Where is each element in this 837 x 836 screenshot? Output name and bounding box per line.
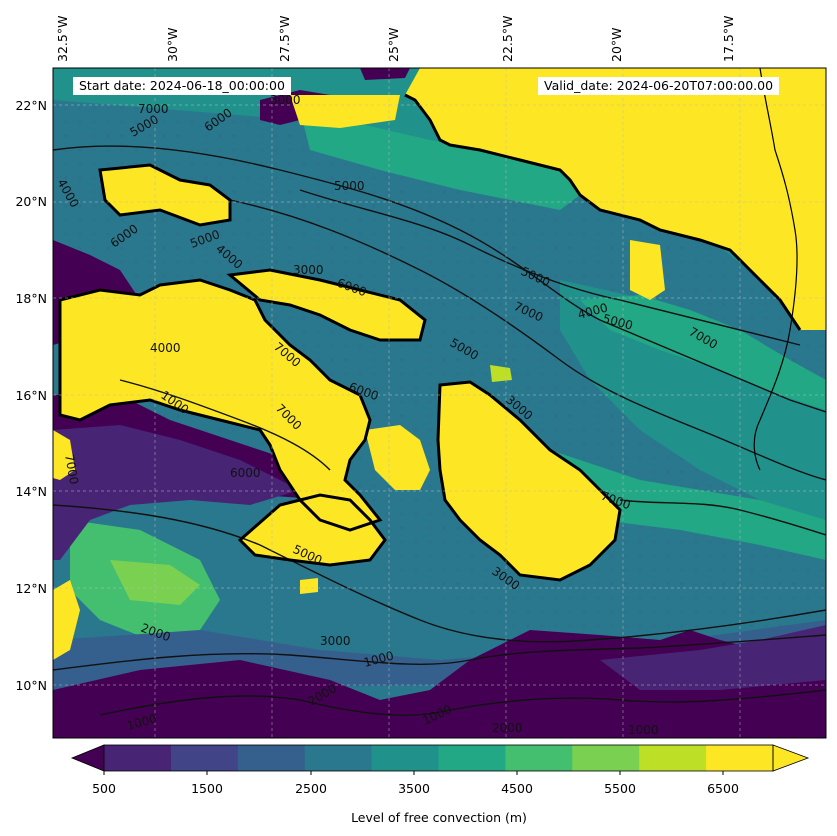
contour-label: 2000 — [492, 721, 523, 735]
colorbar-swatch — [104, 745, 172, 771]
field-low-top — [360, 68, 410, 80]
colorbar-swatches — [104, 745, 774, 771]
lat-label: 10°N — [15, 678, 47, 693]
lon-label: 20°W — [609, 27, 624, 62]
colorbar-tick-label: 6500 — [707, 781, 739, 796]
colorbar-extend-high — [772, 744, 810, 772]
contour-line — [229, 199, 826, 481]
contour-label: 3000 — [320, 634, 351, 648]
colorbar-tick-label: 1500 — [191, 781, 223, 796]
longitude-labels: 32.5°W 30°W 27.5°W 25°W 22.5°W 20°W 17.5… — [55, 16, 736, 62]
field-high-far-west — [53, 430, 75, 480]
colorbar-ticks — [103, 771, 724, 775]
contour-label: 3000 — [270, 93, 301, 107]
colorbar-swatch — [304, 745, 373, 771]
colorbar-swatch — [639, 745, 707, 771]
field-band-green-upper — [300, 110, 600, 210]
colorbar-frame — [103, 744, 774, 772]
lat-label: 16°N — [15, 388, 47, 403]
colorbar-tick-labels: 500 1500 2500 3500 4500 5500 6500 — [92, 781, 739, 796]
field-band-lime-sw — [110, 560, 200, 605]
contour-line — [119, 379, 331, 471]
field-high-center — [438, 382, 620, 580]
lat-label: 12°N — [15, 581, 47, 596]
field-high-speck-2 — [300, 578, 318, 594]
contour-line — [99, 689, 826, 716]
field-high-northwest — [100, 165, 230, 225]
boundary-west — [58, 278, 383, 532]
field-band-east-green2 — [520, 440, 826, 560]
lat-label: 18°N — [15, 291, 47, 306]
field-high-west — [60, 280, 380, 530]
contour-label: 3000 — [293, 263, 324, 277]
colorbar-tick-label: 4500 — [501, 781, 533, 796]
contour-label: 7000 — [62, 453, 81, 486]
colorbar-swatch — [371, 745, 439, 771]
field-band-east-green — [580, 295, 826, 410]
lon-label: 25°W — [386, 27, 401, 62]
latitude-labels: 22°N 20°N 18°N 16°N 14°N 12°N 10°N — [15, 98, 47, 693]
colorbar-tick-label: 2500 — [295, 781, 327, 796]
contour-line — [53, 634, 826, 671]
contour-line — [299, 189, 801, 346]
contour-line — [619, 499, 826, 536]
field-high-speck-1 — [490, 365, 512, 382]
colorbar-swatch — [237, 745, 306, 771]
boundary-northwest — [98, 163, 232, 227]
contour-label: 6000 — [230, 466, 261, 480]
field-high-mid-north — [230, 270, 425, 340]
field-high-north-strip — [290, 95, 400, 128]
contour-label: 1000 — [628, 723, 659, 737]
valid-date-label: Valid_date: 2024-06-20T07:00:00.00 — [538, 77, 780, 95]
lat-label: 14°N — [15, 484, 47, 499]
colorbar: 500 1500 2500 3500 4500 5500 6500 Level … — [70, 744, 810, 825]
contour-line — [53, 504, 826, 643]
colorbar-tick-label: 5500 — [604, 781, 636, 796]
colorbar-swatch — [706, 745, 774, 771]
colorbar-swatch — [572, 745, 640, 771]
coastline — [753, 68, 798, 471]
boundary-south-center — [237, 493, 387, 567]
field-high-northeast — [405, 68, 826, 330]
lon-label: 32.5°W — [55, 16, 70, 62]
graticule — [53, 68, 826, 738]
colorbar-label: Level of free convection (m) — [351, 810, 527, 825]
lon-label: 22.5°W — [500, 16, 515, 62]
map-plot-area: 7000 5000 3000 6000 4000 6000 5000 5000 … — [53, 68, 826, 738]
colorbar-tick-label: 500 — [92, 781, 116, 796]
high-boundaries — [58, 93, 802, 582]
field-low-west-band — [53, 425, 300, 560]
field-high-east-small — [630, 240, 665, 300]
colorbar-tick-label: 3500 — [398, 781, 430, 796]
contour-label: 7000 — [138, 102, 169, 116]
lat-label: 20°N — [15, 194, 47, 209]
field-low-southeast — [600, 625, 826, 690]
boundary-mid-north — [226, 268, 427, 342]
field-high-south-center — [240, 495, 385, 565]
contour-label: 4000 — [150, 341, 181, 355]
lat-label: 22°N — [15, 98, 47, 113]
lon-label: 17.5°W — [721, 16, 736, 62]
colorbar-extend-low — [70, 744, 105, 772]
field-high-west-edge — [53, 580, 80, 660]
map-frame — [52, 67, 827, 739]
colorbar-swatch — [438, 745, 506, 771]
boundary-northeast — [404, 93, 802, 331]
lon-label: 30°W — [165, 27, 180, 62]
start-date-label: Start date: 2024-06-18_00:00:00 — [73, 77, 291, 95]
contour-label: 5000 — [334, 179, 365, 193]
contour-line — [53, 145, 826, 413]
boundary-center — [436, 380, 622, 582]
colorbar-swatch — [170, 745, 239, 771]
lon-label: 27.5°W — [277, 16, 292, 62]
field-high-center-east — [365, 425, 430, 490]
field-band-east — [560, 280, 826, 520]
contour-lines — [53, 145, 826, 716]
colorbar-swatch — [505, 745, 573, 771]
